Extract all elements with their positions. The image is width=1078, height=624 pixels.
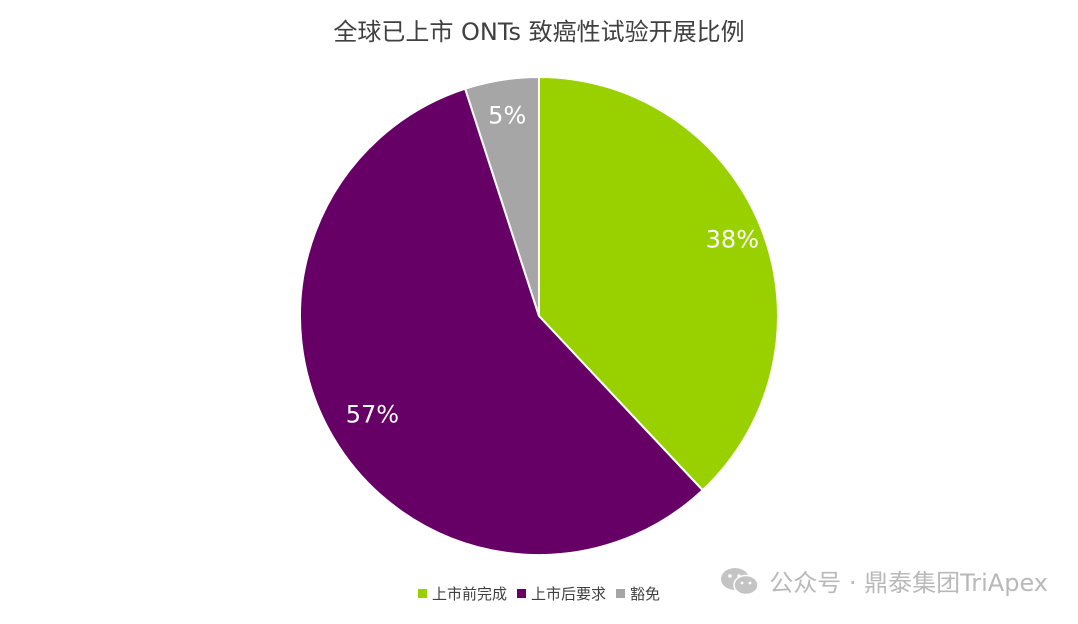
legend-swatch-premarket (417, 589, 427, 598)
wechat-icon (721, 567, 759, 595)
watermark-text: 公众号 · 鼎泰集团TriApex (769, 569, 1048, 597)
slice-waived (463, 75, 540, 317)
legend-label-waived: 豁免 (630, 585, 661, 603)
legend-item-premarket: 上市前完成 (417, 583, 507, 604)
slice-label-premarket: 38% (706, 225, 759, 253)
legend: 上市前完成 上市后要求 豁免 (0, 583, 1078, 604)
legend-swatch-postmarket (516, 589, 526, 598)
slice-premarket (538, 75, 779, 492)
legend-item-waived: 豁免 (616, 583, 660, 604)
legend-label-postmarket: 上市后要求 (530, 585, 606, 603)
legend-item-postmarket: 上市后要求 (516, 583, 606, 604)
chart-title: 全球已上市 ONTs 致癌性试验开展比例 (333, 18, 745, 46)
legend-label-premarket: 上市前完成 (431, 585, 507, 603)
slice-label-waived: 5% (488, 101, 526, 129)
legend-swatch-waived (616, 589, 625, 598)
watermark: 公众号 · 鼎泰集团TriApex (719, 563, 1048, 598)
slice-postmarket (299, 87, 705, 556)
slice-label-postmarket: 57% (346, 401, 399, 429)
